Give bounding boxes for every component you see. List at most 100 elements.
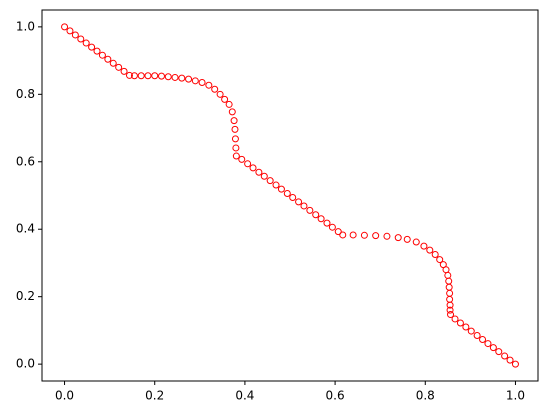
- point: [120, 67, 128, 75]
- x-tick-label: 0.2: [145, 389, 164, 403]
- point: [185, 75, 193, 83]
- point: [244, 160, 252, 168]
- y-tick-label: 0.0: [16, 357, 35, 371]
- point: [144, 72, 152, 80]
- point: [426, 246, 434, 254]
- point: [198, 79, 206, 87]
- point: [323, 219, 331, 227]
- point: [446, 301, 454, 309]
- point: [249, 164, 257, 172]
- point: [98, 51, 106, 59]
- point: [420, 242, 428, 250]
- point: [104, 55, 112, 63]
- point: [82, 39, 90, 47]
- point: [255, 168, 263, 176]
- x-tick-label: 0.6: [326, 389, 345, 403]
- point: [431, 251, 439, 259]
- point: [289, 194, 297, 202]
- point: [216, 90, 224, 98]
- point: [130, 72, 138, 80]
- point: [171, 73, 179, 81]
- x-tick-label: 0.8: [416, 389, 435, 403]
- point: [225, 100, 233, 108]
- point: [436, 256, 444, 264]
- point: [372, 232, 380, 240]
- point: [403, 235, 411, 243]
- point: [295, 198, 303, 206]
- point: [317, 215, 325, 223]
- point: [230, 117, 238, 125]
- point: [306, 206, 314, 214]
- point: [451, 315, 459, 323]
- point: [151, 72, 159, 80]
- point: [501, 352, 509, 360]
- point: [157, 72, 165, 80]
- point: [61, 23, 69, 31]
- point: [445, 283, 453, 291]
- point: [334, 228, 342, 236]
- point: [349, 231, 357, 239]
- point: [462, 323, 470, 331]
- point: [232, 152, 240, 160]
- point: [260, 172, 268, 180]
- point: [191, 77, 199, 85]
- y-tick-label: 0.8: [16, 87, 35, 101]
- point: [473, 331, 481, 339]
- point: [467, 327, 475, 335]
- axes-frame: [41, 9, 539, 382]
- point: [125, 71, 133, 79]
- point: [221, 95, 229, 103]
- y-tick-label: 1.0: [16, 19, 35, 33]
- point: [394, 234, 402, 242]
- point: [178, 74, 186, 82]
- point: [211, 85, 219, 93]
- point: [479, 336, 487, 344]
- y-tick-label: 0.2: [16, 289, 35, 303]
- point: [445, 277, 453, 285]
- point: [266, 177, 274, 185]
- point: [231, 125, 239, 133]
- point: [312, 211, 320, 219]
- point: [93, 47, 101, 55]
- point: [328, 223, 336, 231]
- point: [77, 35, 85, 43]
- point: [446, 295, 454, 303]
- point: [88, 43, 96, 51]
- x-tick-label: 0.4: [235, 389, 254, 403]
- point: [484, 340, 492, 348]
- point: [412, 238, 420, 246]
- point: [506, 356, 514, 364]
- point: [228, 108, 236, 116]
- point: [272, 181, 280, 189]
- point: [205, 81, 213, 89]
- point: [231, 135, 239, 143]
- y-tick-label: 0.4: [16, 222, 35, 236]
- point: [283, 189, 291, 197]
- point: [383, 232, 391, 240]
- point: [446, 306, 454, 314]
- point: [446, 289, 454, 297]
- point: [232, 144, 240, 152]
- point: [277, 185, 285, 193]
- point: [511, 360, 519, 368]
- point: [66, 27, 74, 35]
- point: [339, 231, 347, 239]
- y-tick-label: 0.6: [16, 154, 35, 168]
- point: [442, 266, 450, 274]
- point: [109, 59, 117, 67]
- point: [137, 72, 145, 80]
- x-tick-label: 1.0: [506, 389, 525, 403]
- point: [115, 63, 123, 71]
- point: [444, 271, 452, 279]
- point: [360, 231, 368, 239]
- point: [71, 31, 79, 39]
- point: [300, 202, 308, 210]
- x-tick-label: 0.0: [55, 389, 74, 403]
- point: [164, 73, 172, 81]
- point: [447, 311, 455, 319]
- point: [489, 344, 497, 352]
- point: [238, 155, 246, 163]
- point: [495, 348, 503, 356]
